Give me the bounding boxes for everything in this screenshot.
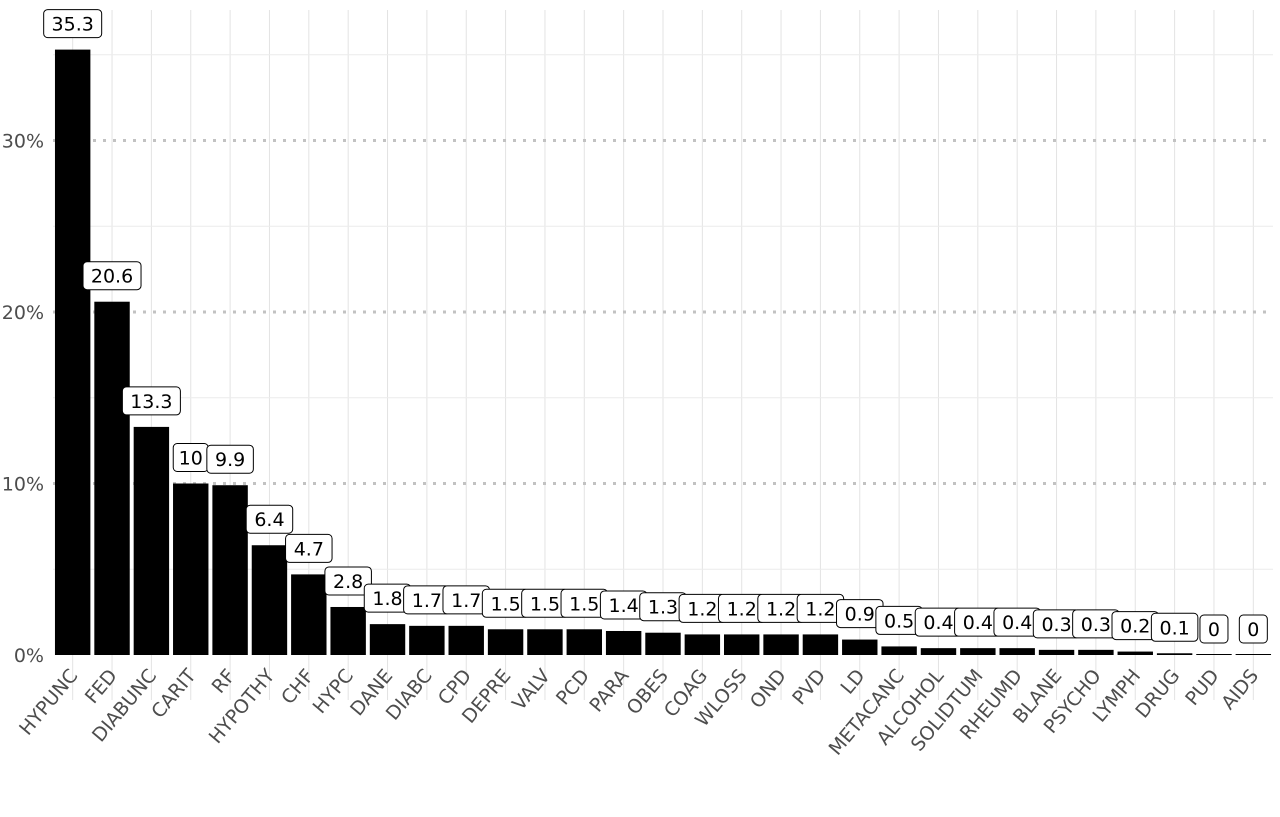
data-label: 1.7 bbox=[451, 590, 481, 612]
x-tick-label: OND bbox=[746, 665, 791, 713]
bar-layer bbox=[54, 49, 1272, 656]
data-label-box bbox=[1238, 614, 1268, 644]
bar bbox=[566, 629, 602, 655]
data-label: 0.3 bbox=[1081, 614, 1111, 636]
y-tick-label: 20% bbox=[2, 302, 44, 324]
x-tick-label: LD bbox=[837, 665, 870, 698]
data-label-box bbox=[82, 261, 142, 291]
data-label: 0 bbox=[1208, 619, 1220, 641]
data-label: 0.5 bbox=[884, 610, 914, 632]
bar bbox=[645, 632, 681, 655]
data-label: 1.5 bbox=[530, 593, 560, 615]
bar bbox=[724, 634, 760, 655]
bar bbox=[1196, 654, 1232, 655]
data-label: 0.4 bbox=[1002, 612, 1032, 634]
bar bbox=[842, 639, 878, 655]
bar bbox=[527, 629, 563, 655]
data-label: 1.2 bbox=[687, 598, 717, 620]
data-label-box bbox=[1199, 614, 1229, 644]
data-label-box bbox=[324, 566, 372, 596]
data-label: 0.1 bbox=[1160, 617, 1190, 639]
data-label: 1.8 bbox=[372, 588, 402, 610]
x-tick-label: HYPUNC bbox=[15, 665, 82, 739]
data-label: 0.3 bbox=[1041, 614, 1071, 636]
x-tick-label: VALV bbox=[508, 665, 555, 715]
bar bbox=[684, 634, 721, 655]
data-label: 1.2 bbox=[805, 598, 835, 620]
bar bbox=[1156, 653, 1193, 655]
data-label: 9.9 bbox=[215, 449, 245, 471]
bar bbox=[448, 625, 484, 655]
bar bbox=[94, 301, 130, 655]
bar bbox=[1078, 649, 1114, 655]
data-label: 0.9 bbox=[845, 604, 875, 626]
x-tick-label: PUD bbox=[1181, 665, 1224, 710]
bar bbox=[487, 629, 524, 655]
bar bbox=[605, 630, 642, 655]
bar bbox=[291, 574, 327, 655]
x-tick-label: DRUG bbox=[1131, 665, 1184, 722]
data-label: 2.8 bbox=[333, 571, 363, 593]
bar bbox=[330, 606, 366, 655]
data-label: 1.3 bbox=[648, 597, 678, 619]
grid-layer bbox=[53, 10, 1273, 700]
data-label: 4.7 bbox=[294, 538, 324, 560]
data-label: 35.3 bbox=[52, 14, 94, 36]
y-tick-label: 10% bbox=[2, 474, 44, 496]
data-label: 1.5 bbox=[569, 593, 599, 615]
data-label-box bbox=[206, 444, 254, 474]
data-label-box bbox=[1150, 612, 1199, 642]
data-label-box bbox=[43, 9, 103, 39]
bar bbox=[960, 648, 996, 655]
data-label: 10 bbox=[179, 448, 203, 470]
y-tick-label: 0% bbox=[14, 645, 44, 667]
data-label: 13.3 bbox=[130, 391, 172, 413]
bar bbox=[409, 625, 445, 655]
bar bbox=[802, 634, 839, 655]
data-label-box bbox=[245, 504, 294, 534]
data-label-box bbox=[285, 533, 333, 563]
bar bbox=[920, 648, 957, 655]
x-tick-label: CARIT bbox=[147, 665, 201, 723]
bar bbox=[54, 49, 91, 656]
bar bbox=[881, 646, 917, 655]
bar bbox=[1117, 651, 1153, 655]
x-tick-label: RF bbox=[208, 665, 240, 698]
data-label: 0.2 bbox=[1120, 616, 1150, 638]
data-label: 6.4 bbox=[254, 509, 284, 531]
x-tick-label: AIDS bbox=[1217, 665, 1263, 714]
bar bbox=[369, 624, 406, 655]
data-label: 20.6 bbox=[91, 266, 133, 288]
bar bbox=[999, 648, 1035, 655]
bar bbox=[1235, 654, 1272, 655]
data-label: 0.4 bbox=[963, 612, 993, 634]
data-label-layer: 35.3 20.6 13.3 10 9.9 6.4 4.7 2.8 1.8 1.7 1.7 1.5 1.… bbox=[43, 9, 1268, 644]
data-label: 1.4 bbox=[609, 595, 639, 617]
bar bbox=[133, 426, 170, 655]
bar bbox=[1038, 649, 1075, 655]
data-label: 0 bbox=[1247, 619, 1259, 641]
bar bbox=[173, 483, 209, 655]
bar bbox=[251, 545, 288, 655]
data-label: 1.2 bbox=[766, 598, 796, 620]
data-label: 1.5 bbox=[490, 593, 520, 615]
data-label: 1.7 bbox=[412, 590, 442, 612]
data-label: 0.4 bbox=[923, 612, 953, 634]
data-label: 1.2 bbox=[727, 598, 757, 620]
x-tick-label: PVD bbox=[788, 665, 830, 709]
bar bbox=[763, 634, 799, 655]
data-label-box bbox=[121, 386, 181, 416]
bar bbox=[212, 485, 248, 655]
y-tick-label: 30% bbox=[2, 131, 44, 153]
